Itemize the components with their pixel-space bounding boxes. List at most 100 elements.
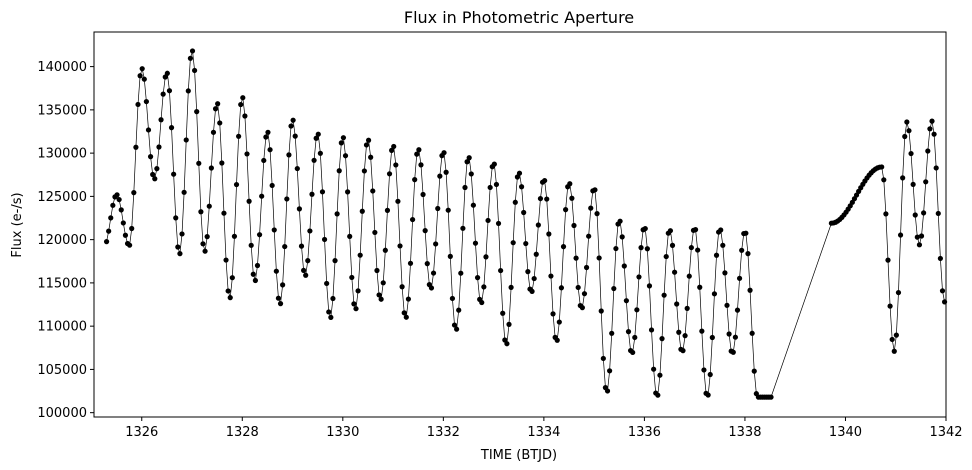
data-point	[321, 236, 328, 243]
data-point	[472, 240, 479, 246]
data-point	[227, 295, 233, 301]
data-point	[284, 196, 290, 202]
data-point	[659, 336, 665, 342]
data-point	[261, 157, 267, 164]
data-point	[885, 257, 891, 263]
data-point	[554, 337, 560, 343]
data-point	[451, 322, 458, 328]
y-tick-label: 140000	[37, 60, 87, 75]
data-point	[718, 227, 724, 233]
data-point	[175, 244, 181, 250]
data-point	[695, 247, 701, 253]
data-point	[625, 329, 632, 335]
x-tick-label: 1336	[628, 425, 661, 440]
data-point	[449, 295, 456, 302]
data-point	[607, 368, 613, 374]
data-point	[143, 98, 149, 105]
data-point	[630, 349, 636, 356]
data-point	[137, 73, 143, 79]
y-tick-label: 120000	[37, 233, 87, 248]
y-tick-label: 130000	[37, 147, 87, 162]
data-point	[208, 165, 214, 171]
data-point	[345, 189, 351, 195]
x-tick-label: 1332	[427, 425, 460, 440]
x-tick-label: 1342	[929, 425, 962, 440]
data-point	[688, 244, 694, 251]
data-point	[495, 220, 502, 227]
data-point	[506, 321, 512, 327]
data-point	[636, 274, 642, 280]
data-point	[933, 165, 939, 171]
data-point	[433, 241, 439, 247]
data-point	[912, 212, 918, 218]
data-point	[569, 195, 575, 201]
data-point	[751, 368, 757, 374]
data-point	[655, 392, 661, 398]
data-point	[139, 66, 145, 72]
data-point	[393, 162, 399, 168]
data-point	[397, 243, 403, 249]
data-point	[634, 307, 640, 313]
data-point	[217, 120, 223, 126]
data-point	[263, 134, 269, 140]
data-point	[412, 177, 418, 183]
data-point	[937, 255, 943, 262]
data-point	[244, 151, 250, 157]
data-point	[921, 210, 927, 216]
data-point	[307, 228, 313, 234]
data-point	[939, 288, 946, 294]
data-point	[893, 332, 899, 338]
data-point	[160, 91, 166, 97]
data-point	[925, 148, 931, 154]
data-point	[351, 301, 357, 307]
data-point	[646, 283, 653, 289]
data-point	[550, 311, 556, 317]
data-point	[365, 137, 372, 143]
data-point	[347, 233, 353, 240]
data-point	[648, 327, 655, 333]
data-point	[458, 270, 464, 276]
data-point	[661, 292, 667, 298]
data-point	[523, 240, 529, 247]
data-point	[342, 153, 349, 159]
chart-title: Flux in Photometric Aperture	[404, 8, 634, 27]
data-point	[225, 288, 231, 294]
data-point	[282, 243, 288, 250]
data-point	[508, 284, 514, 290]
data-point	[929, 118, 935, 124]
y-tick-label: 100000	[37, 406, 87, 421]
data-point	[529, 288, 535, 294]
data-point	[638, 245, 644, 251]
data-point	[275, 295, 282, 301]
data-point	[332, 258, 338, 264]
data-point	[185, 88, 191, 94]
data-point	[460, 225, 466, 231]
data-point	[481, 284, 487, 290]
y-tick-label: 115000	[37, 276, 87, 291]
data-point	[424, 261, 430, 267]
data-point	[298, 243, 305, 249]
data-point	[194, 109, 200, 115]
data-point	[699, 328, 705, 334]
data-point	[183, 137, 189, 143]
data-point	[927, 126, 933, 132]
data-point	[399, 284, 405, 290]
data-point	[558, 285, 565, 291]
data-point	[598, 308, 604, 314]
data-point	[340, 135, 347, 141]
data-point	[560, 244, 567, 250]
data-point	[259, 193, 265, 199]
data-point	[596, 255, 602, 261]
data-point	[701, 367, 707, 373]
data-point	[215, 101, 221, 107]
data-point	[895, 289, 902, 296]
data-point	[617, 218, 623, 224]
data-point	[743, 230, 749, 236]
data-point	[923, 179, 929, 185]
data-point	[644, 246, 650, 252]
data-point	[309, 191, 315, 197]
data-point	[891, 348, 897, 354]
data-point	[651, 366, 657, 372]
data-point	[768, 394, 774, 400]
